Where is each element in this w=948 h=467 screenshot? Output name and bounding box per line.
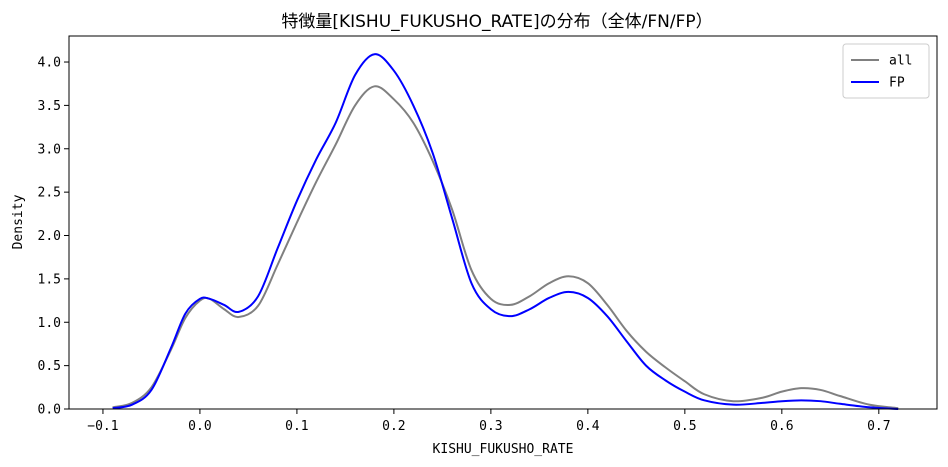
plot-area bbox=[68, 35, 938, 410]
y-tick-label: 0.0 bbox=[38, 403, 61, 418]
x-tick-label: −0.1 bbox=[87, 419, 118, 434]
x-tick-label: 0.2 bbox=[382, 419, 405, 434]
series-line-fp bbox=[112, 53, 899, 410]
y-tick-label: 2.5 bbox=[38, 186, 61, 201]
series-line-all bbox=[112, 85, 899, 410]
x-tick-label: 0.4 bbox=[576, 419, 600, 434]
x-tick-label: 0.5 bbox=[673, 419, 696, 434]
y-tick-label: 4.0 bbox=[38, 56, 61, 71]
legend-box bbox=[842, 43, 930, 99]
x-axis-label: KISHU_FUKUSHO_RATE bbox=[433, 442, 574, 457]
x-tick-label: 0.7 bbox=[867, 419, 890, 434]
y-axis-label: Density bbox=[11, 194, 26, 249]
x-tick-label: 0.0 bbox=[188, 419, 211, 434]
y-tick-label: 1.0 bbox=[38, 316, 61, 331]
x-axis: −0.1 0.0 0.1 0.2 0.3 0.4 0.5 0.6 0.7 bbox=[87, 409, 891, 434]
x-tick-label: 0.3 bbox=[479, 419, 502, 434]
x-tick-label: 0.1 bbox=[285, 419, 308, 434]
legend-label-fp: FP bbox=[889, 76, 905, 91]
y-tick-label: 1.5 bbox=[38, 272, 61, 287]
y-tick-label: 0.5 bbox=[38, 359, 61, 374]
x-tick-label: 0.6 bbox=[770, 419, 793, 434]
legend-label-all: all bbox=[889, 54, 912, 69]
y-tick-label: 3.5 bbox=[38, 99, 61, 114]
legend: all FP bbox=[842, 43, 930, 99]
y-tick-label: 2.0 bbox=[38, 229, 61, 244]
y-tick-label: 3.0 bbox=[38, 142, 61, 157]
y-axis: 0.0 0.5 1.0 1.5 2.0 2.5 3.0 3.5 4.0 bbox=[38, 56, 69, 418]
plot-frame bbox=[68, 35, 938, 410]
chart-title: 特徴量[KISHU_FUKUSHO_RATE]の分布（全体/FN/FP） bbox=[281, 12, 712, 32]
